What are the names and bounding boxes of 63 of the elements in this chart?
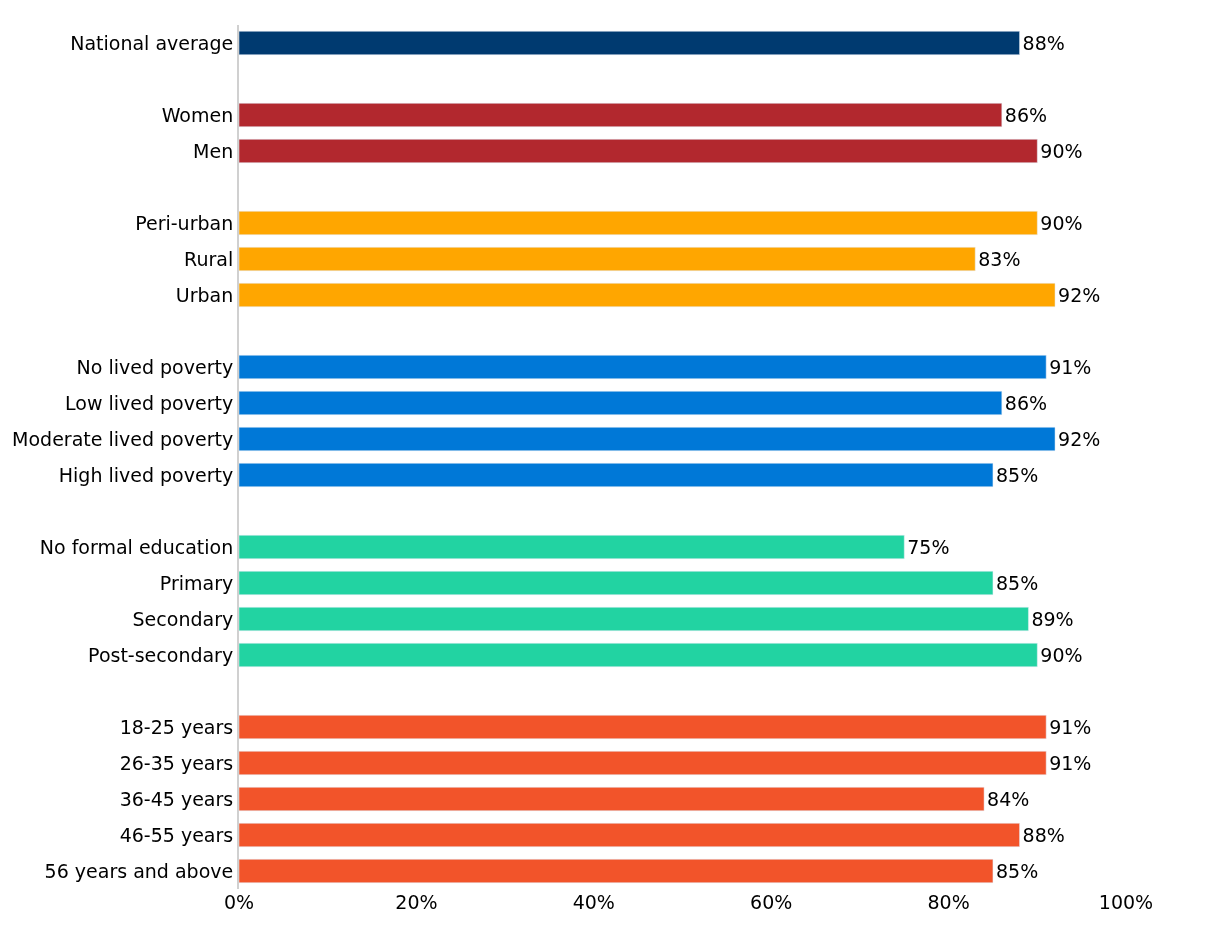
y-tick-label: Post-secondary bbox=[88, 643, 234, 666]
bar bbox=[239, 355, 1047, 379]
y-tick-label: Primary bbox=[159, 571, 234, 594]
bar bbox=[239, 103, 1003, 127]
bar bbox=[239, 283, 1056, 307]
bar bbox=[239, 571, 994, 595]
bar bbox=[239, 859, 994, 883]
data-label: 85% bbox=[995, 464, 1039, 486]
data-label: 90% bbox=[1040, 140, 1083, 162]
y-tick-label: No lived poverty bbox=[76, 355, 234, 378]
data-label: 88% bbox=[1022, 824, 1065, 846]
bar bbox=[239, 715, 1047, 739]
y-tick-label: 56 years and above bbox=[44, 859, 234, 882]
y-tick-label: 26-35 years bbox=[119, 751, 234, 774]
data-label: 92% bbox=[1058, 284, 1101, 306]
x-tick-label: 0% bbox=[223, 891, 255, 913]
data-label: 86% bbox=[1004, 104, 1048, 126]
x-tick-label: 60% bbox=[750, 891, 793, 913]
y-tick-label: Men bbox=[193, 139, 234, 162]
data-label: 91% bbox=[1049, 356, 1092, 378]
bar bbox=[239, 643, 1038, 667]
bar bbox=[239, 247, 976, 271]
data-label: 86% bbox=[1004, 392, 1048, 414]
data-label: 91% bbox=[1049, 716, 1092, 738]
y-tick-label: 46-55 years bbox=[119, 823, 234, 846]
x-tick-label: 20% bbox=[395, 891, 438, 913]
data-label: 92% bbox=[1058, 428, 1101, 450]
data-label: 90% bbox=[1040, 212, 1083, 234]
y-tick-label: No formal education bbox=[39, 535, 234, 558]
y-tick-label: National average bbox=[70, 31, 234, 54]
y-tick-label: Low lived poverty bbox=[65, 391, 234, 414]
x-tick-label: 80% bbox=[927, 891, 970, 913]
data-label: 84% bbox=[987, 788, 1030, 810]
data-label: 85% bbox=[995, 860, 1039, 882]
y-tick-label: Moderate lived poverty bbox=[12, 427, 234, 450]
bar bbox=[239, 751, 1047, 775]
bar bbox=[239, 535, 905, 559]
y-tick-label: Rural bbox=[184, 247, 234, 270]
data-label: 90% bbox=[1040, 644, 1083, 666]
y-tick-label: Secondary bbox=[132, 607, 234, 630]
y-tick-label: Women bbox=[161, 103, 234, 126]
data-label: 91% bbox=[1049, 752, 1092, 774]
x-tick-label: 40% bbox=[572, 891, 615, 913]
data-label: 83% bbox=[978, 248, 1021, 270]
bar bbox=[239, 139, 1038, 163]
data-label: 75% bbox=[907, 536, 950, 558]
y-tick-label: Peri-urban bbox=[135, 211, 234, 234]
y-tick-label: 36-45 years bbox=[119, 787, 234, 810]
x-tick-label: 100% bbox=[1098, 891, 1154, 913]
bar bbox=[239, 31, 1020, 55]
bar bbox=[239, 211, 1038, 235]
y-tick-label: Urban bbox=[175, 283, 234, 306]
y-tick-label: 18-25 years bbox=[119, 715, 234, 738]
bar bbox=[239, 463, 994, 487]
data-label: 88% bbox=[1022, 32, 1065, 54]
bar bbox=[239, 427, 1056, 451]
y-tick-label: High lived poverty bbox=[58, 463, 234, 486]
data-label: 89% bbox=[1031, 608, 1074, 630]
bar bbox=[239, 823, 1020, 847]
bar bbox=[239, 607, 1029, 631]
bar bbox=[239, 391, 1003, 415]
bar bbox=[239, 787, 985, 811]
data-label: 85% bbox=[995, 572, 1039, 594]
